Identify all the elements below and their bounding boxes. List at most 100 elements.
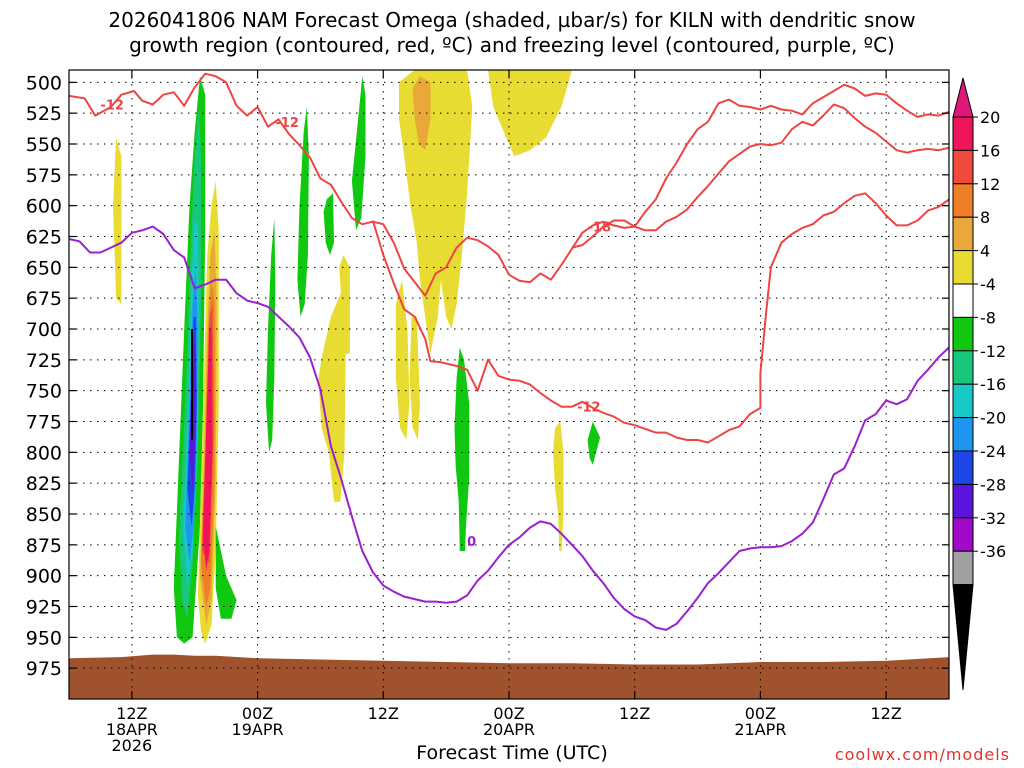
x-tick-label-42-0: 00Z <box>493 704 524 723</box>
contour-label-3: -12 <box>577 401 601 416</box>
y-tick-label-850: 850 <box>26 504 62 526</box>
colorbar-swatch-7 <box>952 350 974 385</box>
y-tick-label-875: 875 <box>26 535 62 557</box>
colorbar-swatch-5 <box>952 283 974 318</box>
x-tick-label-6-1: 18APR <box>106 720 158 739</box>
contour-label-1: -12 <box>275 116 299 131</box>
omega-shade-region-21 <box>395 279 410 440</box>
colorbar-swatch-6 <box>952 316 974 352</box>
omega-shade-region-26 <box>587 421 601 465</box>
colorbar-bottom-arrow <box>952 584 974 691</box>
colorbar-label-0: 20 <box>980 108 1000 127</box>
colorbar-swatch-8 <box>952 383 974 419</box>
y-tick-label-775: 775 <box>26 412 62 434</box>
colorbar-swatch-2 <box>952 183 974 218</box>
contour-line-3 <box>69 225 949 631</box>
omega-shade-region-16 <box>351 76 366 231</box>
chart-title-line-2: growth region (contoured, red, ºC) and f… <box>129 33 895 57</box>
omega-shade-region-25 <box>553 421 564 551</box>
colorbar-label-8: -16 <box>980 375 1006 394</box>
x-tick-label-78-0: 12Z <box>870 704 901 723</box>
y-tick-label-750: 750 <box>26 381 62 403</box>
omega-shade-region-15 <box>323 193 334 255</box>
colorbar-label-3: 8 <box>980 208 990 227</box>
omega-shade-region-19 <box>399 70 473 354</box>
colorbar-swatch-9 <box>952 417 974 452</box>
omega-shade-region-20 <box>412 76 431 151</box>
x-tick-label-6-0: 12Z <box>116 704 147 723</box>
colorbar-label-6: -8 <box>980 308 996 327</box>
contour-line-0 <box>69 72 949 297</box>
x-axis-label: Forecast Time (UTC) <box>416 742 608 764</box>
y-tick-label-500: 500 <box>26 72 62 94</box>
colorbar-label-2: 12 <box>980 175 1000 194</box>
y-tick-label-975: 975 <box>26 658 62 680</box>
colorbar-label-10: -24 <box>980 442 1006 461</box>
omega-core-max <box>191 329 194 440</box>
y-tick-label-550: 550 <box>26 134 62 156</box>
y-tick-label-925: 925 <box>26 597 62 619</box>
colorbar-label-5: -4 <box>980 275 996 294</box>
y-tick-label-625: 625 <box>26 227 62 249</box>
colorbar-swatch-3 <box>952 216 974 252</box>
x-tick-label-18-0: 00Z <box>242 704 273 723</box>
omega-shade-region-24 <box>454 347 470 551</box>
contour-line-1 <box>571 103 949 249</box>
y-tick-label-675: 675 <box>26 288 62 310</box>
y-tick-label-600: 600 <box>26 196 62 218</box>
x-tick-label-6-2: 2026 <box>111 736 152 755</box>
colorbar-swatch-1 <box>952 149 974 185</box>
omega-shade-region-11 <box>203 329 213 570</box>
omega-shade-region-13 <box>266 218 276 453</box>
y-tick-label-950: 950 <box>26 627 62 649</box>
credit-text: coolwx.com/models <box>834 745 1010 764</box>
contour-label-4: 0 <box>467 535 476 550</box>
colorbar-label-4: 4 <box>980 242 990 261</box>
contour-label-2: -18 <box>588 221 612 236</box>
colorbar-label-7: -12 <box>980 342 1006 361</box>
contour-label-0: -12 <box>100 99 124 114</box>
omega-shade-region-14 <box>297 107 309 317</box>
x-tick-label-66-1: 21APR <box>734 720 786 739</box>
omega-shade-region-0 <box>113 137 122 305</box>
y-tick-label-700: 700 <box>26 319 62 341</box>
omega-shading-layer <box>113 70 601 644</box>
colorbar-label-11: -28 <box>980 475 1006 494</box>
x-tick-label-54-0: 12Z <box>619 704 650 723</box>
terrain-fill <box>69 654 949 699</box>
y-tick-label-900: 900 <box>26 566 62 588</box>
x-tick-label-18-1: 19APR <box>232 720 284 739</box>
y-tick-label-525: 525 <box>26 103 62 125</box>
colorbar-swatch-0 <box>952 116 974 151</box>
contour-line-2 <box>371 192 949 444</box>
omega-shade-region-18 <box>339 255 350 354</box>
chart-title-line-1: 2026041806 NAM Forecast Omega (shaded, µ… <box>108 8 916 32</box>
y-tick-label-800: 800 <box>26 442 62 464</box>
colorbar-label-1: 16 <box>980 141 1000 160</box>
y-tick-label-725: 725 <box>26 350 62 372</box>
x-tick-label-30-0: 12Z <box>368 704 399 723</box>
x-tick-label-66-0: 00Z <box>745 704 776 723</box>
colorbar-swatch-4 <box>952 250 974 285</box>
colorbar-label-12: -32 <box>980 509 1006 528</box>
colorbar: 20 16 12 8 4 -4 -8 -12 -16 -20 -24 -28 -32 -36 <box>952 77 1006 691</box>
omega-shade-region-12 <box>215 526 237 619</box>
colorbar-swatch-13 <box>952 550 974 586</box>
omega-shade-region-22 <box>409 316 420 440</box>
y-axis: 500 525 550 575 600 625 650 675 700 725 750 775 800 8… <box>26 72 949 680</box>
y-tick-label-650: 650 <box>26 257 62 279</box>
colorbar-label-13: -36 <box>980 542 1006 561</box>
contour-layer: -12 -12 -18 -12 0 <box>69 72 949 631</box>
colorbar-swatch-11 <box>952 483 974 519</box>
colorbar-swatch-12 <box>952 517 974 552</box>
terrain-layer <box>69 654 949 699</box>
y-tick-label-575: 575 <box>26 165 62 187</box>
colorbar-top-arrow <box>952 77 974 118</box>
x-tick-label-42-1: 20APR <box>483 720 535 739</box>
colorbar-label-9: -20 <box>980 409 1006 428</box>
omega-shade-region-17 <box>318 292 346 502</box>
y-tick-label-825: 825 <box>26 473 62 495</box>
colorbar-swatch-10 <box>952 450 974 485</box>
